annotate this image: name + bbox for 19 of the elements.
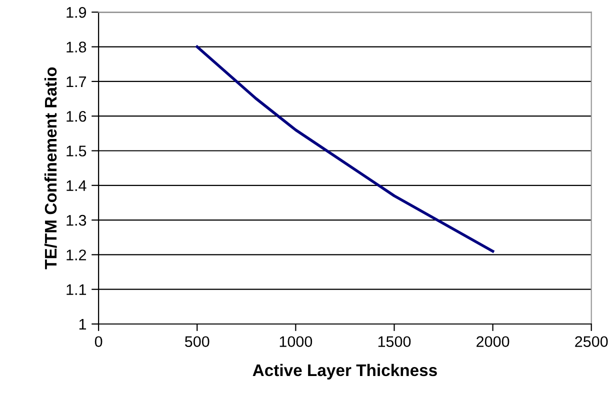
y-axis-title: TE/TM Confinement Ratio: [44, 67, 57, 270]
y-tick-label: 1.6: [66, 110, 86, 122]
y-tick-label: 1.5: [66, 146, 86, 156]
y-tick-label: 1.4: [66, 180, 86, 191]
y-tick-label: 1.9: [66, 7, 86, 18]
x-axis-title: Active Layer Thickness: [252, 364, 437, 380]
x-tick-label: 1500: [378, 336, 411, 348]
x-tick-label: 500: [184, 336, 210, 348]
y-tick-label: 1.7: [66, 76, 86, 87]
y-tick-label: 1.3: [66, 214, 86, 226]
x-tick-label: 0: [94, 336, 102, 348]
x-tick-label: 1000: [280, 336, 312, 348]
x-tick-label: 2500: [575, 336, 608, 348]
y-tick-label: 1.1: [66, 284, 86, 295]
y-tick-label: 1.2: [66, 250, 86, 260]
y-tick-label: 1: [79, 319, 86, 330]
x-tick-label: 2000: [476, 336, 510, 348]
line-series: [196, 45, 494, 253]
y-tick-label: 1.8: [66, 42, 86, 52]
